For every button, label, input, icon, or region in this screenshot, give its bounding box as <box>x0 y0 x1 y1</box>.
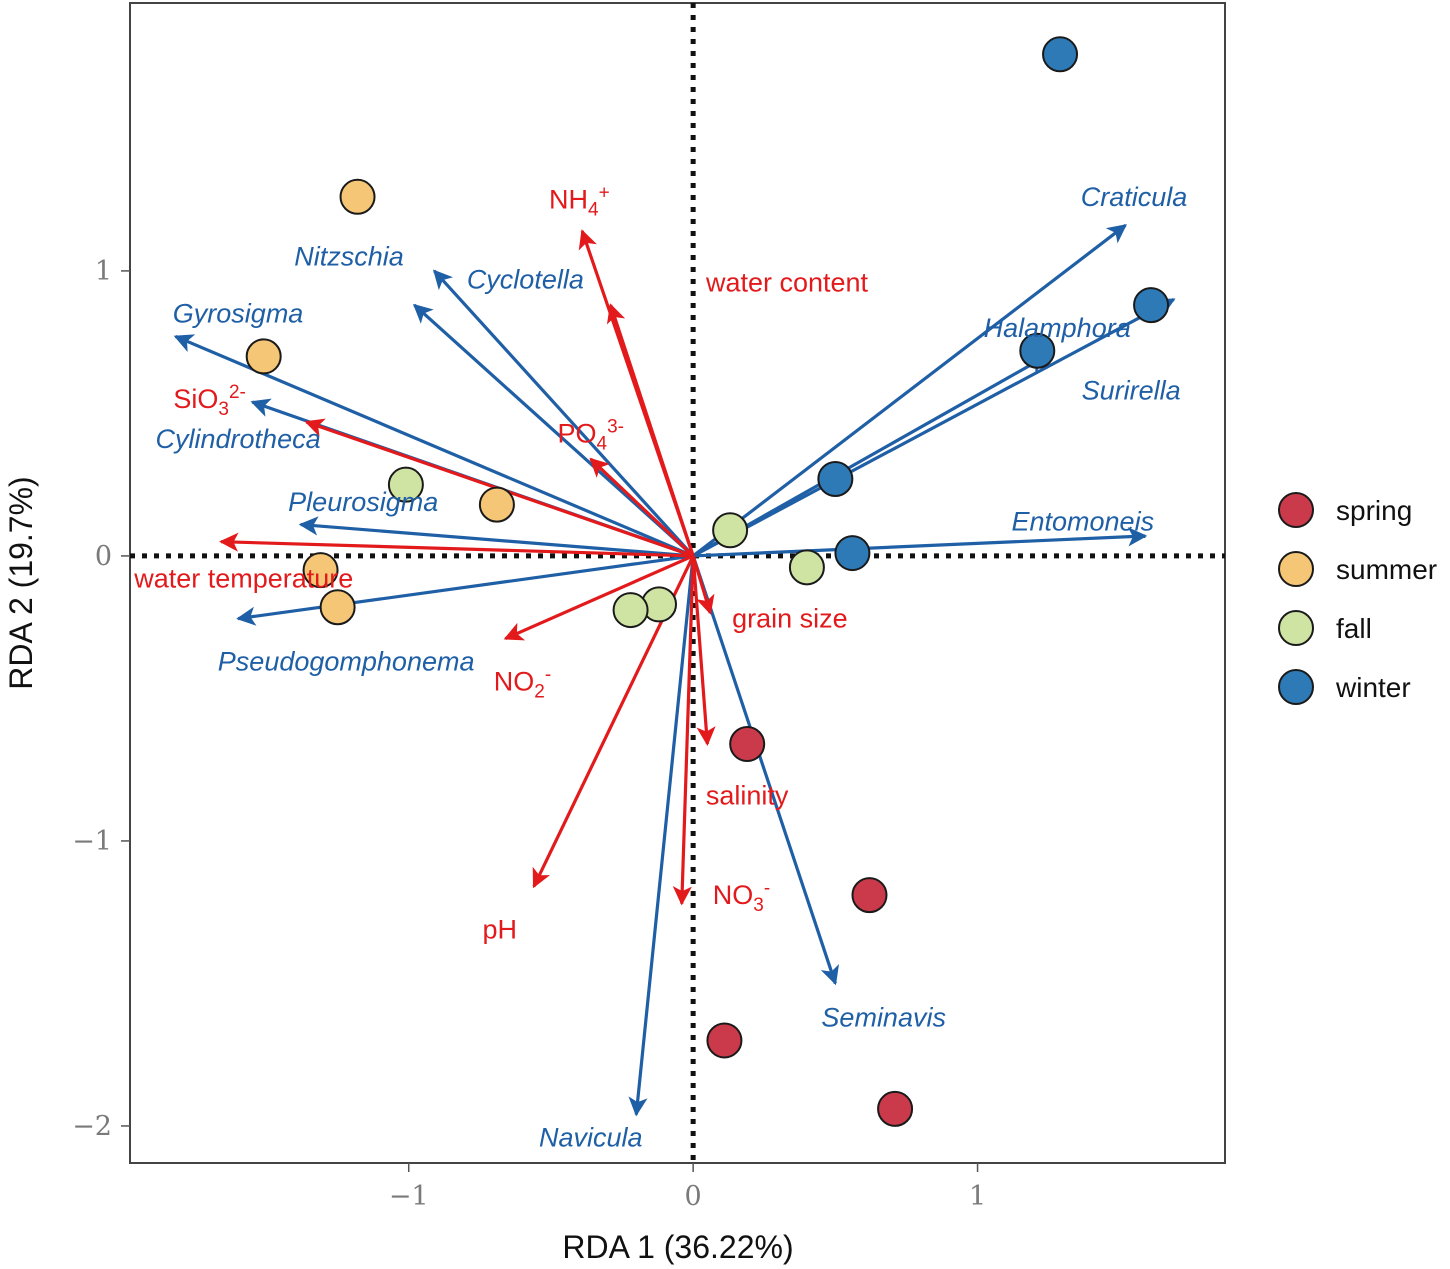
legend-label-fall: fall <box>1336 613 1372 644</box>
species-arrow-halamphora <box>692 298 1176 558</box>
species-arrow-pseudogomphonema <box>236 554 694 626</box>
env-arrow-water-content <box>606 303 695 557</box>
x-axis-title: RDA 1 (36.22%) <box>562 1229 793 1265</box>
sample-point-summer <box>339 178 376 215</box>
x-tick-label: −1 <box>389 1181 429 1212</box>
sample-point-winter <box>834 535 871 572</box>
legend-label-spring: spring <box>1336 495 1412 526</box>
y-tick-label: 0 <box>95 541 112 572</box>
y-axis-title: RDA 2 (19.7%) <box>3 476 39 689</box>
env-arrow-no2 <box>503 554 694 641</box>
env-arrow-salinity <box>691 555 716 746</box>
legend: spring summer fall winter <box>1278 492 1437 705</box>
sample-point-winter <box>1042 36 1079 73</box>
sample-point-spring <box>729 726 766 763</box>
sample-point-summer <box>245 338 282 375</box>
y-tick-label: −2 <box>72 1111 112 1142</box>
species-label-cyclotella: Cyclotella <box>467 264 584 294</box>
env-label-water-content: water content <box>705 267 869 297</box>
y-tick-label: 1 <box>95 256 112 287</box>
species-label-pseudogomphonema: Pseudogomphonema <box>218 646 475 676</box>
env-label-no3: NO3- <box>713 878 770 916</box>
sample-point-fall <box>788 549 825 586</box>
species-label-cylindrotheca: Cylindrotheca <box>156 424 321 454</box>
sample-point-winter <box>817 460 854 497</box>
sample-point-winter <box>1019 332 1056 369</box>
env-arrow-po4 <box>589 457 695 558</box>
species-label-entomoneis: Entomoneis <box>1011 507 1154 537</box>
env-arrow-grain-size <box>691 555 715 615</box>
sample-point-summer <box>478 486 515 523</box>
sample-point-fall <box>712 512 749 549</box>
vector-labels: Craticula Halamphora Surirella Entomoneis Se… <box>133 182 1187 1153</box>
legend-key-fall <box>1278 610 1314 646</box>
env-label-nh4: NH4+ <box>549 183 610 221</box>
species-arrow-pleurosigma <box>298 516 694 558</box>
species-label-surirella: Surirella <box>1082 376 1181 406</box>
env-arrow-no3 <box>672 555 695 906</box>
species-label-nitzschia: Nitzschia <box>294 242 404 272</box>
species-label-craticula: Craticula <box>1081 182 1188 212</box>
sample-point-fall <box>612 592 649 629</box>
env-label-salinity: salinity <box>706 780 789 810</box>
env-label-sio3: SiO32- <box>173 382 245 420</box>
species-arrow-navicula <box>628 555 695 1117</box>
species-label-gyrosigma: Gyrosigma <box>173 299 304 329</box>
species-arrow-craticula <box>692 224 1127 558</box>
species-label-navicula: Navicula <box>539 1122 643 1152</box>
env-label-ph: pH <box>482 914 517 944</box>
axis-ticks: −1 0 1 −2 −1 0 1 <box>72 256 986 1212</box>
env-label-po4: PO43- <box>558 416 625 454</box>
y-tick-label: −1 <box>72 826 112 857</box>
species-arrow-entomoneis <box>693 527 1148 558</box>
species-arrow-surirella <box>692 355 1048 558</box>
sample-point-spring <box>877 1090 914 1127</box>
sample-point-spring <box>706 1022 743 1059</box>
species-arrow-seminavis <box>691 555 840 986</box>
sample-point-summer <box>319 589 356 626</box>
env-label-grain-size: grain size <box>732 604 848 634</box>
sample-point-fall <box>387 466 424 503</box>
sample-point-summer <box>302 552 339 589</box>
species-arrow-nitzschia <box>433 269 695 557</box>
sample-point-winter <box>1133 287 1170 324</box>
legend-label-summer: summer <box>1336 554 1437 585</box>
x-tick-label: 1 <box>969 1181 986 1212</box>
legend-label-winter: winter <box>1335 672 1411 703</box>
species-label-seminavis: Seminavis <box>821 1003 946 1033</box>
species-label-halamphora: Halamphora <box>984 313 1131 343</box>
env-label-no2: NO2- <box>494 664 551 702</box>
legend-key-winter <box>1278 669 1314 705</box>
x-tick-label: 0 <box>685 1181 702 1212</box>
legend-key-summer <box>1278 551 1314 587</box>
sample-points <box>245 36 1170 1127</box>
env-arrow-water-temperature <box>219 532 694 558</box>
legend-key-spring <box>1278 492 1314 528</box>
sample-point-spring <box>851 877 888 914</box>
env-label-water-temperature: water temperature <box>133 564 353 594</box>
species-label-pleurosigma: Pleurosigma <box>288 487 438 517</box>
